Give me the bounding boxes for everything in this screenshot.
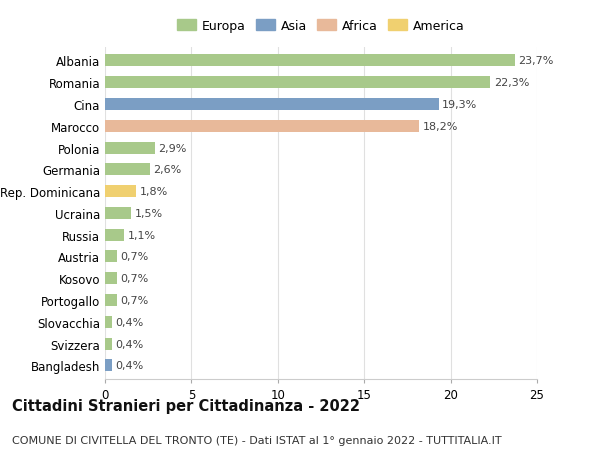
- Bar: [105, 121, 419, 133]
- Text: 0,4%: 0,4%: [115, 317, 143, 327]
- Text: 19,3%: 19,3%: [442, 100, 477, 110]
- Text: 2,9%: 2,9%: [158, 143, 187, 153]
- Bar: [105, 164, 150, 176]
- Text: 1,1%: 1,1%: [127, 230, 155, 240]
- Bar: [105, 294, 117, 307]
- Bar: [105, 55, 515, 67]
- Bar: [105, 186, 136, 198]
- Bar: [105, 207, 131, 219]
- Text: 1,5%: 1,5%: [134, 208, 163, 218]
- Legend: Europa, Asia, Africa, America: Europa, Asia, Africa, America: [175, 17, 467, 35]
- Bar: [105, 99, 439, 111]
- Text: 0,7%: 0,7%: [121, 296, 149, 305]
- Text: 22,3%: 22,3%: [494, 78, 529, 88]
- Text: 0,7%: 0,7%: [121, 252, 149, 262]
- Text: Cittadini Stranieri per Cittadinanza - 2022: Cittadini Stranieri per Cittadinanza - 2…: [12, 398, 360, 413]
- Bar: [105, 338, 112, 350]
- Text: 1,8%: 1,8%: [140, 187, 168, 197]
- Bar: [105, 273, 117, 285]
- Text: 23,7%: 23,7%: [518, 56, 553, 66]
- Bar: [105, 142, 155, 154]
- Text: COMUNE DI CIVITELLA DEL TRONTO (TE) - Dati ISTAT al 1° gennaio 2022 - TUTTITALIA: COMUNE DI CIVITELLA DEL TRONTO (TE) - Da…: [12, 435, 502, 445]
- Bar: [105, 77, 490, 89]
- Bar: [105, 229, 124, 241]
- Text: 0,4%: 0,4%: [115, 361, 143, 370]
- Text: 0,4%: 0,4%: [115, 339, 143, 349]
- Bar: [105, 360, 112, 372]
- Text: 2,6%: 2,6%: [154, 165, 182, 175]
- Bar: [105, 251, 117, 263]
- Bar: [105, 316, 112, 328]
- Text: 18,2%: 18,2%: [423, 122, 458, 131]
- Text: 0,7%: 0,7%: [121, 274, 149, 284]
